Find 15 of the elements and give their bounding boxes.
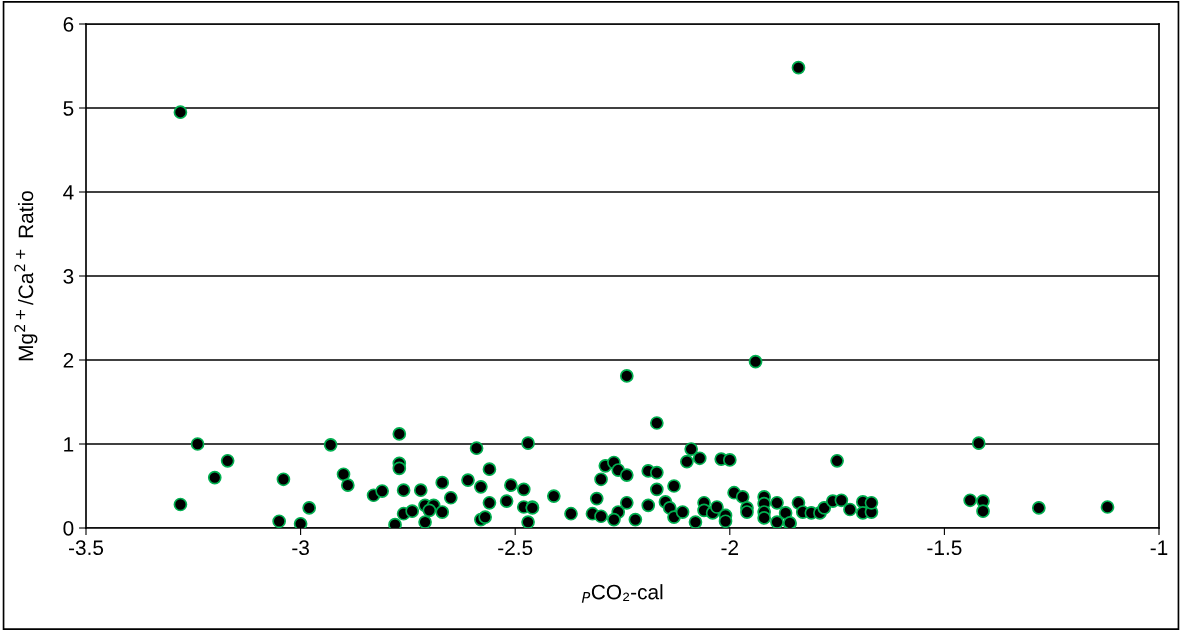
- y-tick-label: 5: [63, 101, 74, 116]
- y-tick-label: 4: [63, 185, 74, 200]
- y-tick-label: 1: [64, 437, 74, 452]
- x-tick-label: -3.5: [68, 540, 104, 556]
- x-tick-label: -3: [292, 540, 309, 556]
- y-tick-label: 2: [63, 353, 74, 368]
- x-axis-title: $_{P}$CO₂-cal: [581, 584, 663, 603]
- y-axis-title: Mg$^{2+}$/Ca$^{2+}$ Ratio: [14, 191, 38, 361]
- y-tick-label: 0: [63, 521, 74, 536]
- x-tick-label: -1: [1150, 540, 1168, 555]
- y-tick-label: 6: [63, 17, 74, 32]
- x-tick-label: -2: [721, 540, 739, 555]
- x-tick-label: -2.5: [498, 540, 533, 556]
- x-tick-label: -1.5: [927, 540, 962, 556]
- y-tick-label: 3: [63, 269, 74, 284]
